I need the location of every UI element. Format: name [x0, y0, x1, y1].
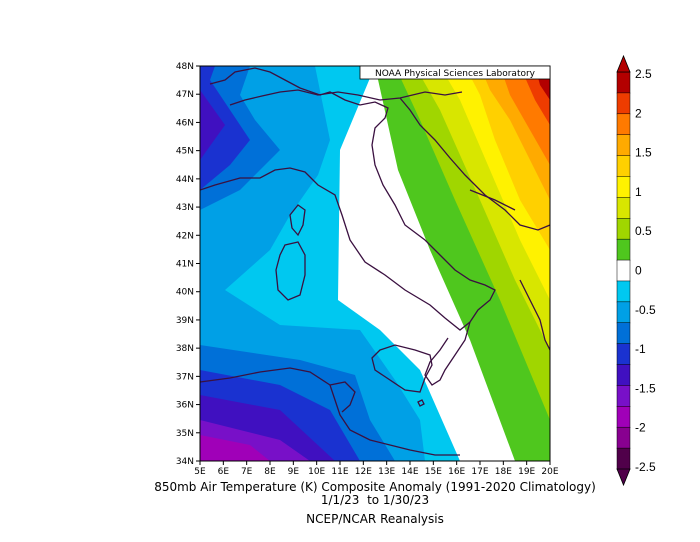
lon-tick-label: 6E — [218, 467, 230, 477]
lat-tick-label: 39N — [176, 316, 194, 326]
colorbar-segment — [616, 155, 631, 178]
colorbar-segment — [616, 364, 631, 386]
lat-tick-label: 48N — [176, 62, 194, 72]
lat-tick-label: 36N — [176, 401, 194, 411]
caption-source: NCEP/NCAR Reanalysis — [306, 512, 444, 526]
lon-tick-label: 20E — [541, 467, 558, 477]
lon-tick-label: 16E — [448, 467, 465, 477]
lat-tick-label: 41N — [176, 260, 194, 270]
caption-dates: 1/1/23 to 1/30/23 — [320, 493, 430, 507]
lat-tick-label: 45N — [176, 147, 194, 157]
credit-box: NOAA Physical Sciences Laboratory — [359, 65, 551, 80]
colorbar-segment — [616, 71, 631, 94]
colorbar-segment — [616, 92, 631, 115]
lat-tick-label: 34N — [176, 457, 194, 467]
colorbar-segment — [616, 301, 631, 324]
colorbar-segment — [616, 134, 631, 157]
colorbar-label: -2 — [635, 421, 646, 435]
coastlines — [200, 67, 550, 456]
band-minus-3-5 — [200, 435, 270, 461]
lat-tick-label: 40N — [176, 288, 194, 298]
colorbar-label: 1.5 — [635, 146, 652, 160]
caption-title: 850mb Air Temperature (K) Composite Anom… — [154, 480, 596, 494]
anomaly-contours — [200, 66, 550, 461]
lon-axis: 5E 6E 7E 8E 9E 10E 11E 12E 13E 14E 15E 16E 17E 18E 19E… — [194, 461, 559, 477]
lat-tick-label: 37N — [176, 372, 194, 382]
colorbar: 2.5 2 1.5 1 0.5 0 -0.5 -1 -1.5 -2 -2.5 — [616, 54, 656, 487]
colorbar-segment — [616, 406, 631, 428]
colorbar-bottom-arrow — [616, 468, 631, 487]
lon-tick-label: 18E — [495, 467, 512, 477]
lon-tick-label: 13E — [378, 467, 395, 477]
colorbar-label: 0 — [635, 264, 642, 278]
colorbar-label: 0.5 — [635, 224, 652, 238]
colorbar-label: 2.5 — [635, 67, 652, 81]
lon-tick-label: 14E — [401, 467, 418, 477]
colorbar-segment — [616, 197, 631, 219]
lon-tick-label: 10E — [308, 467, 325, 477]
colorbar-segment — [616, 343, 631, 366]
lon-tick-label: 8E — [264, 467, 276, 477]
colorbar-label: -0.5 — [635, 303, 656, 317]
lat-tick-label: 47N — [176, 90, 194, 100]
lat-axis: 48N 47N 46N 45N 44N 43N 42N 41N 40N 39N 38N 37N 36N 3… — [176, 62, 200, 467]
lon-tick-label: 7E — [241, 467, 253, 477]
colorbar-segment — [616, 280, 631, 303]
lat-tick-label: 46N — [176, 118, 194, 128]
lon-tick-label: 19E — [518, 467, 535, 477]
colorbar-label: 1 — [635, 185, 642, 199]
colorbar-top-arrow — [616, 54, 631, 73]
colorbar-segment — [616, 385, 631, 407]
colorbar-label: -1 — [635, 342, 646, 356]
lon-tick-label: 5E — [194, 467, 206, 477]
colorbar-label: 2 — [635, 106, 642, 120]
lat-tick-label: 43N — [176, 203, 194, 213]
lat-tick-label: 42N — [176, 231, 194, 241]
lon-tick-label: 11E — [331, 467, 348, 477]
colorbar-segment — [616, 176, 631, 198]
colorbar-segment — [616, 322, 631, 345]
band-minus-1-5 — [200, 66, 395, 461]
colorbar-segment — [616, 259, 631, 282]
lat-tick-label: 35N — [176, 429, 194, 439]
credit-text: NOAA Physical Sciences Laboratory — [375, 69, 536, 79]
colorbar-segment — [616, 238, 631, 261]
colorbar-segment — [616, 447, 631, 470]
colorbar-segment — [616, 218, 631, 240]
lon-tick-label: 15E — [425, 467, 442, 477]
lon-tick-label: 17E — [471, 467, 488, 477]
colorbar-label: -1.5 — [635, 381, 656, 395]
lat-tick-label: 38N — [176, 344, 194, 354]
colorbar-segment — [616, 426, 631, 449]
colorbar-segment — [616, 113, 631, 136]
colorbar-label: -2.5 — [635, 460, 656, 474]
lon-tick-label: 9E — [288, 467, 300, 477]
lat-tick-label: 44N — [176, 175, 194, 185]
lon-tick-label: 12E — [355, 467, 372, 477]
